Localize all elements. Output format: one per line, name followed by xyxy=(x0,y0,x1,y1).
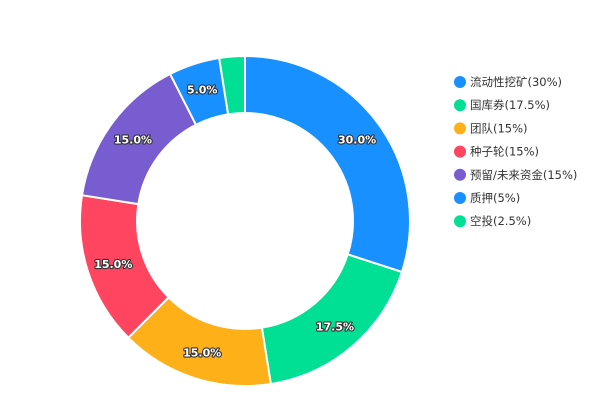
legend-item-2[interactable]: 团队(15%) xyxy=(454,121,528,135)
legend-label-3: 种子轮(15%) xyxy=(470,145,539,159)
legend-marker-4 xyxy=(454,168,466,181)
legend-marker-5 xyxy=(454,192,466,204)
legend-marker-2 xyxy=(454,122,466,135)
legend-label-4: 预留/未来资金(15%) xyxy=(470,168,577,182)
legend-marker-6 xyxy=(454,215,466,228)
data-label-3: 15.0% xyxy=(94,258,132,271)
legend-item-0[interactable]: 流动性挖矿(30%) xyxy=(454,75,562,89)
data-labels: 30.0% 17.5% 15.0% 15.0% 15.0% 5.0% xyxy=(93,82,377,361)
legend-item-4[interactable]: 预留/未来资金(15%) xyxy=(454,168,577,182)
data-label-4: 15.0% xyxy=(114,134,152,147)
slice-0[interactable] xyxy=(244,54,411,274)
slice-6[interactable] xyxy=(218,54,246,116)
legend-label-5: 质押(5%) xyxy=(470,191,520,205)
legend-item-1[interactable]: 国库券(17.5%) xyxy=(454,98,550,112)
slice-1[interactable] xyxy=(260,253,404,386)
legend[interactable]: 流动性挖矿(30%) 国库券(17.5%) 团队(15%) 种子轮(15%) 预留/未来… xyxy=(454,75,577,228)
legend-item-5[interactable]: 质押(5%) xyxy=(454,191,520,205)
legend-marker-1 xyxy=(454,99,466,112)
legend-marker-0 xyxy=(454,76,466,88)
data-label-5: 5.0% xyxy=(187,83,218,96)
legend-label-1: 国库券(17.5%) xyxy=(470,98,550,112)
data-label-0: 30.0% xyxy=(338,134,376,147)
legend-label-0: 流动性挖矿(30%) xyxy=(470,75,562,89)
legend-marker-3 xyxy=(454,145,466,158)
legend-item-6[interactable]: 空投(2.5%) xyxy=(454,214,531,228)
legend-label-2: 团队(15%) xyxy=(470,121,528,135)
data-label-2: 15.0% xyxy=(183,347,221,360)
legend-label-6: 空投(2.5%) xyxy=(470,214,531,228)
data-label-1: 17.5% xyxy=(316,320,354,333)
donut-slices xyxy=(79,54,411,387)
legend-item-3[interactable]: 种子轮(15%) xyxy=(454,145,539,159)
